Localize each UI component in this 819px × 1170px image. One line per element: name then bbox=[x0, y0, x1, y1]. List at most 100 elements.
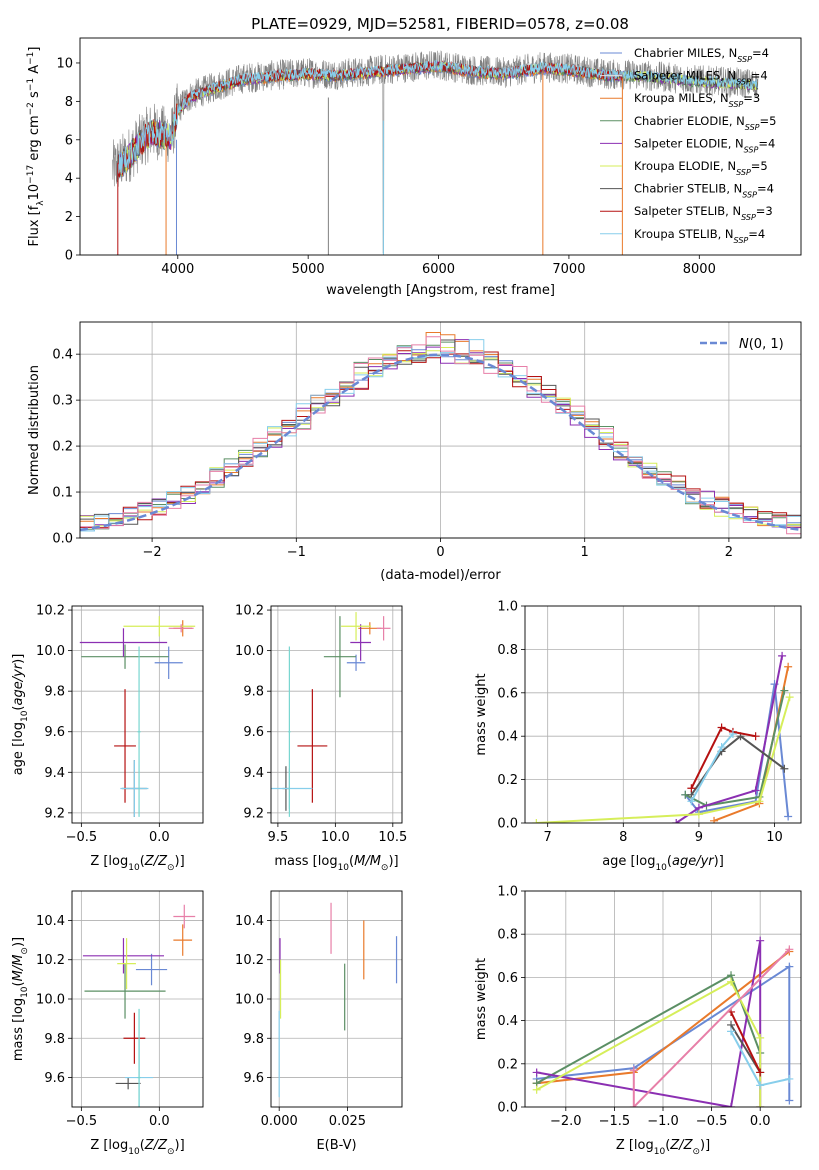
age-vs-metallicity-errorbar-point bbox=[137, 646, 141, 817]
mass-vs-extinction-ytick-label: 10.2 bbox=[235, 953, 264, 968]
weight-vs-age-ytick-label: 0.6 bbox=[497, 686, 518, 701]
residuals-xtick-label: 2 bbox=[725, 545, 733, 560]
weight-vs-age-ytick-label: 0.0 bbox=[497, 817, 518, 832]
residual-histogram bbox=[80, 339, 801, 532]
weight-vs-age-series-marker bbox=[785, 693, 794, 702]
spectrum-legend-label: Chabrier MILES, NSSP=4 bbox=[634, 46, 769, 64]
spectrum-xtick-label: 6000 bbox=[422, 262, 455, 277]
age-vs-mass-xlabel: mass [log10(M/M⊙)] bbox=[274, 854, 398, 873]
age-vs-mass-xtick-label: 10.5 bbox=[378, 830, 407, 845]
weight-vs-metallicity-series-marker bbox=[756, 936, 765, 945]
age-vs-metallicity-axes: −0.5 0.0 9.2 9.4 9.6 9.8 10.0 10.2 bbox=[36, 604, 170, 845]
weight-vs-metallicity-frame bbox=[524, 890, 802, 1108]
residuals-xtick-label: −2 bbox=[143, 545, 162, 560]
weight-vs-metallicity-series-marker bbox=[785, 945, 794, 954]
age-vs-metallicity-ylabel: age [log10(age/yr)] bbox=[11, 654, 30, 776]
weight-vs-age-xtick-label: 9 bbox=[695, 830, 703, 845]
weight-vs-metallicity-series-marker bbox=[629, 1066, 638, 1075]
weight-vs-age-series-marker bbox=[728, 730, 737, 739]
residuals-frame bbox=[79, 321, 802, 539]
weight-vs-age-ytick-label: 1.0 bbox=[497, 600, 518, 615]
mass-vs-metallicity-frame bbox=[71, 890, 204, 1108]
weight-vs-age-series-marker bbox=[687, 797, 696, 806]
spectrum-legend-label: Kroupa STELIB, NSSP=4 bbox=[634, 227, 765, 245]
age-vs-mass-ytick-label: 9.6 bbox=[243, 725, 264, 740]
mass-vs-metallicity-errorbar-point bbox=[115, 1077, 141, 1090]
mass-vs-metallicity-errorbar-point bbox=[173, 904, 196, 929]
weight-vs-metallicity-series-marker bbox=[727, 1103, 736, 1107]
spectrum-ytick-label: 4 bbox=[65, 172, 73, 187]
weight-vs-metallicity-series-marker bbox=[756, 1081, 765, 1090]
weight-vs-age-series-marker bbox=[694, 810, 703, 819]
weight-vs-metallicity-series-marker bbox=[756, 1068, 765, 1077]
spectrum-legend-label: Chabrier ELODIE, NSSP=5 bbox=[634, 114, 776, 132]
residuals-axes: −2 −1 0 1 2 0.0 0.1 0.2 0.3 0.4 bbox=[52, 322, 801, 560]
spectrum-ytick-label: 0 bbox=[65, 249, 73, 264]
age-vs-metallicity-ytick-label: 10.2 bbox=[36, 604, 65, 619]
age-vs-mass-errorbar-point bbox=[288, 646, 291, 817]
weight-vs-age-series-marker bbox=[784, 662, 793, 671]
age-vs-metallicity-errorbar-point bbox=[120, 760, 149, 817]
weight-vs-age-series-marker bbox=[687, 784, 696, 793]
figure-title: PLATE=0929, MJD=52581, FIBERID=0578, z=0… bbox=[251, 15, 629, 33]
weight-vs-metallicity-ytick-label: 0.2 bbox=[497, 1057, 518, 1072]
weight-vs-metallicity-series-marker bbox=[756, 1033, 765, 1042]
age-vs-metallicity-xtick-label: 0.0 bbox=[149, 830, 170, 845]
age-vs-metallicity-ytick-label: 10.0 bbox=[36, 644, 65, 659]
weight-vs-metallicity-series-marker bbox=[785, 1096, 794, 1105]
age-vs-mass-ytick-label: 10.2 bbox=[235, 604, 264, 619]
age-vs-mass-ytick-label: 9.2 bbox=[243, 806, 264, 821]
age-vs-mass-errorbar-point bbox=[376, 616, 391, 641]
weight-vs-metallicity-xlabel: Z [log10(Z/Z⊙)] bbox=[616, 1138, 710, 1157]
weight-vs-age-series-marker bbox=[784, 812, 793, 821]
age-vs-metallicity-frame bbox=[71, 605, 204, 824]
weight-vs-age-xlabel: age [log10(age/yr)] bbox=[602, 854, 724, 873]
mass-vs-metallicity-xlabel: Z [log10(Z/Z⊙)] bbox=[90, 1138, 184, 1157]
mass-vs-extinction-ytick-label: 9.8 bbox=[243, 1032, 264, 1047]
spectrum-legend-label: Kroupa MILES, NSSP=3 bbox=[634, 91, 760, 109]
weight-vs-age-series-marker bbox=[710, 816, 719, 823]
age-vs-metallicity-errorbar-point bbox=[154, 646, 183, 680]
spectrum-ytick-label: 2 bbox=[65, 210, 73, 225]
mass-vs-extinction-ytick-label: 10.0 bbox=[235, 993, 264, 1008]
weight-vs-age-ytick-label: 0.8 bbox=[497, 643, 518, 658]
residual-gaussian-line bbox=[80, 353, 801, 532]
weight-vs-age-ytick-label: 0.2 bbox=[497, 773, 518, 788]
mass-vs-metallicity-ytick-label: 10.4 bbox=[36, 914, 65, 929]
residual-legend-label: N(0, 1) bbox=[739, 337, 784, 352]
weight-vs-age-series-marker bbox=[717, 723, 726, 732]
weight-vs-age-series-marker bbox=[780, 686, 789, 695]
weight-vs-metallicity-ytick-label: 0.0 bbox=[497, 1101, 518, 1116]
spectrum-xtick-label: 8000 bbox=[683, 262, 716, 277]
mass-vs-metallicity-xtick-label: 0.0 bbox=[149, 1114, 170, 1129]
spectrum-ytick-label: 6 bbox=[65, 133, 73, 148]
weight-vs-metallicity-series-line bbox=[632, 948, 791, 1107]
mass-vs-metallicity-ytick-label: 10.0 bbox=[36, 993, 65, 1008]
mass-vs-extinction-ytick-label: 9.6 bbox=[243, 1071, 264, 1086]
spectrum-ylabel: Flux [fλ10−17 erg cm−2 s−1 A−1] bbox=[26, 47, 46, 247]
mass-vs-extinction-frame bbox=[270, 890, 403, 1108]
spectrum-axes: 4000 5000 6000 7000 8000 0 2 4 6 8 10 bbox=[56, 56, 715, 277]
mass-vs-extinction-xtick-label: 0.000 bbox=[261, 1114, 298, 1129]
mass-vs-extinction-ytick-label: 10.4 bbox=[235, 914, 264, 929]
residual-xlabel: (data-model)/error bbox=[380, 568, 501, 583]
age-vs-mass-errorbar-point bbox=[323, 616, 357, 698]
weight-vs-metallicity-ytick-label: 0.8 bbox=[497, 928, 518, 943]
weight-vs-age-ylabel: mass weight bbox=[474, 673, 489, 755]
mass-vs-extinction-xtick-label: 0.025 bbox=[329, 1114, 366, 1129]
spectrum-xtick-label: 5000 bbox=[292, 262, 325, 277]
weight-vs-age-series-marker bbox=[532, 819, 541, 823]
residual-histogram bbox=[80, 336, 801, 535]
mass-vs-metallicity-errorbar-point bbox=[117, 938, 136, 990]
weight-vs-metallicity-series-line bbox=[730, 1011, 762, 1073]
spectrum-xtick-label: 7000 bbox=[552, 262, 585, 277]
age-vs-metallicity-xtick-label: −0.5 bbox=[66, 830, 98, 845]
weight-vs-metallicity-ytick-label: 1.0 bbox=[497, 885, 518, 900]
weight-vs-age-ytick-label: 0.4 bbox=[497, 730, 518, 745]
spectrum-frame bbox=[79, 37, 802, 256]
residuals-xtick-label: −1 bbox=[287, 545, 306, 560]
residuals-ytick-label: 0.2 bbox=[52, 440, 73, 455]
weight-vs-metallicity-xtick-label: −1.5 bbox=[599, 1114, 631, 1129]
weight-vs-age-series-line bbox=[684, 690, 786, 807]
mass-vs-metallicity-errorbar-point bbox=[135, 953, 168, 986]
